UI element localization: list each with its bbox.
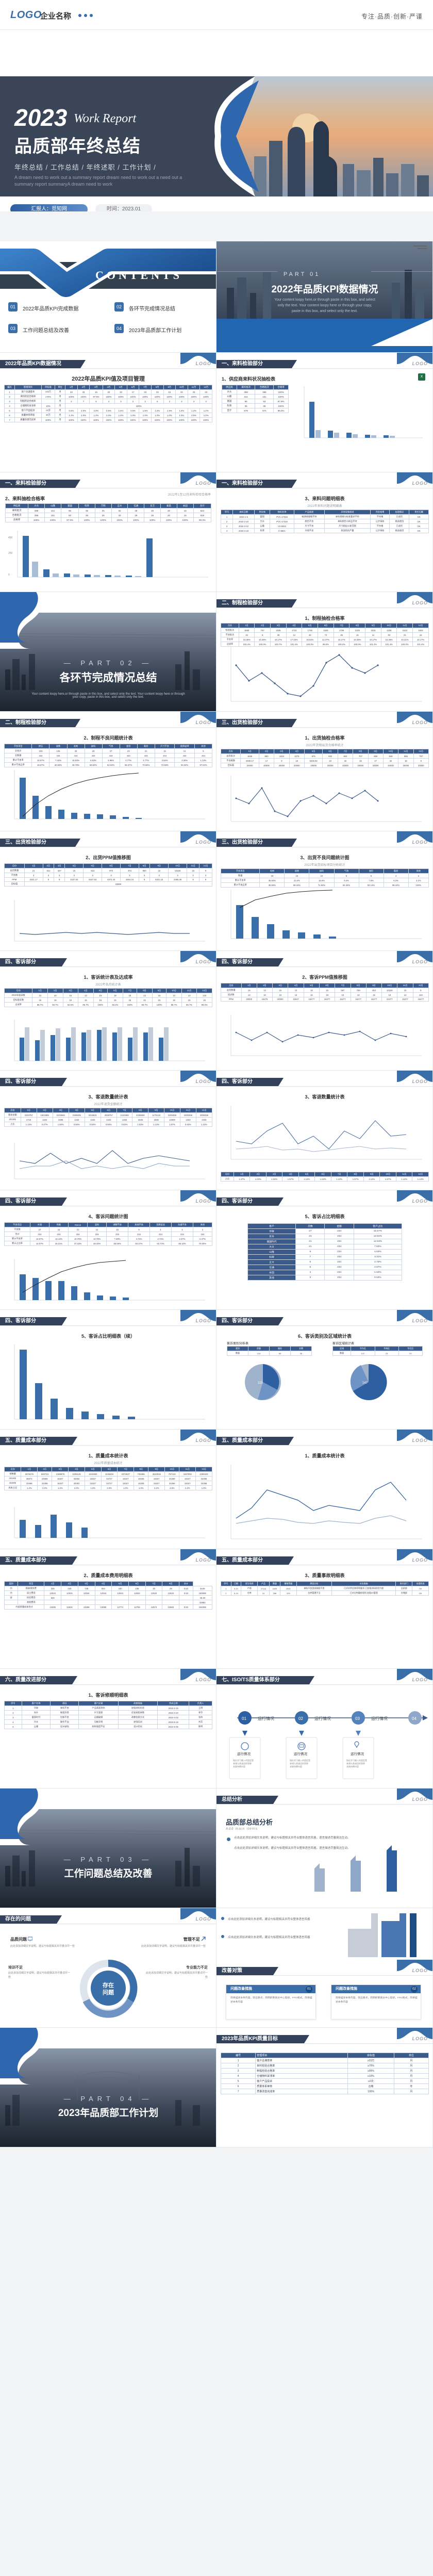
svg-text:存在: 存在 [103, 1981, 114, 1989]
svg-text:指在学习输入的固定宽: 指在学习输入的固定宽 [346, 1759, 367, 1762]
svg-text:运行情况: 运行情况 [294, 1751, 308, 1756]
svg-text:点击此处添加详细文本说明，建议与标题相关并符合整体语言风格: 点击此处添加详细文本说明，建议与标题相关并符合整体语言风格 [228, 1917, 310, 1921]
svg-text:04: 04 [412, 1716, 417, 1721]
svg-text:运行情况: 运行情况 [314, 1716, 331, 1721]
svg-text:147: 147 [362, 1382, 368, 1385]
svg-text:指在学习输入的固定宽: 指在学习输入的固定宽 [290, 1759, 310, 1762]
svg-text:CONTENTS: CONTENTS [95, 269, 182, 282]
svg-text:115: 115 [258, 1382, 263, 1385]
svg-text:问题: 问题 [103, 1989, 114, 1996]
svg-text:运行情况: 运行情况 [237, 1751, 251, 1756]
svg-text:运行情况: 运行情况 [351, 1751, 364, 1756]
svg-text:0: 0 [8, 573, 10, 577]
svg-text:运行情况: 运行情况 [371, 1716, 388, 1721]
svg-text:来诸与其诚设的到称: 来诸与其诚设的到称 [346, 1762, 365, 1765]
svg-text:运行情况: 运行情况 [258, 1716, 274, 1721]
svg-text:关联持牌内容: 关联持牌内容 [346, 1765, 359, 1768]
svg-text:250: 250 [8, 552, 13, 555]
svg-text:01: 01 [242, 1716, 246, 1721]
svg-text:450: 450 [8, 536, 13, 539]
svg-text:02: 02 [298, 1716, 303, 1721]
svg-text:点击此处添加详细文本说明，建议与标题相关并符合整体语言风格: 点击此处添加详细文本说明，建议与标题相关并符合整体语言风格 [228, 1935, 310, 1939]
svg-text:关联持牌内容: 关联持牌内容 [290, 1765, 302, 1768]
svg-text:关联持牌内容: 关联持牌内容 [233, 1765, 245, 1768]
svg-text:来诸与其诚设的到称: 来诸与其诚设的到称 [290, 1762, 308, 1765]
svg-text:来诸与其诚设的到称: 来诸与其诚设的到称 [233, 1762, 252, 1765]
svg-text:03: 03 [355, 1716, 360, 1721]
svg-text:指在学习输入的固定宽: 指在学习输入的固定宽 [233, 1759, 254, 1762]
